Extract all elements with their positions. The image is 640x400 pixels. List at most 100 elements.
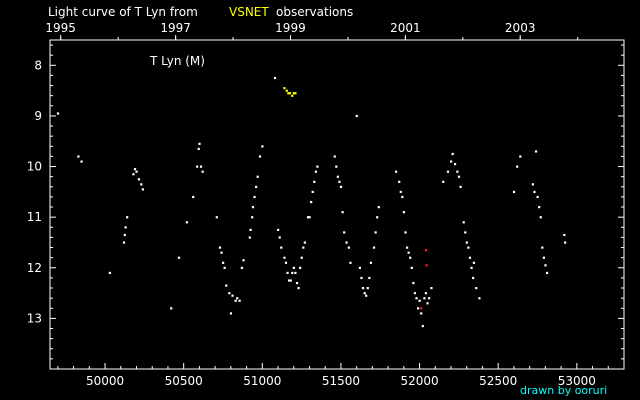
x-tick-label: 51000 — [243, 374, 281, 388]
x-tick-label: 52500 — [479, 374, 517, 388]
data-point — [291, 271, 294, 275]
data-point — [223, 266, 226, 269]
data-point — [470, 266, 473, 269]
data-point — [170, 307, 173, 310]
data-point — [258, 155, 262, 158]
data-point — [280, 246, 283, 249]
data-point — [459, 185, 462, 188]
data-point — [451, 152, 454, 156]
data-point — [412, 281, 415, 285]
data-point — [218, 246, 222, 249]
y-tick-label: 9 — [34, 109, 42, 123]
data-point — [77, 155, 80, 158]
data-point — [410, 266, 413, 269]
data-point — [374, 231, 377, 234]
data-point — [302, 246, 305, 249]
data-point — [409, 256, 412, 259]
data-point — [287, 92, 290, 95]
data-point — [365, 294, 368, 297]
data-point — [462, 221, 465, 224]
y-tick-label: 10 — [27, 160, 42, 174]
x-tick-label: 53000 — [558, 374, 596, 388]
data-point — [450, 160, 453, 163]
data-point — [253, 195, 256, 199]
data-point — [512, 190, 516, 194]
data-point — [240, 266, 244, 269]
data-point — [442, 180, 445, 183]
data-point — [425, 264, 428, 267]
chart-title-suffix: observations — [276, 5, 353, 19]
data-point — [424, 292, 428, 295]
data-point — [424, 249, 428, 252]
data-point — [456, 170, 459, 173]
data-point — [399, 190, 402, 194]
x-tick-label: 51500 — [322, 374, 360, 388]
data-point — [231, 294, 234, 297]
data-point — [256, 175, 259, 178]
data-point — [196, 165, 199, 168]
data-point — [236, 297, 239, 300]
data-point — [361, 287, 365, 290]
data-point — [413, 292, 417, 295]
data-point — [457, 175, 461, 178]
data-point — [369, 261, 373, 264]
data-point — [220, 251, 223, 254]
data-point — [407, 251, 410, 254]
data-point — [300, 256, 303, 259]
data-point — [198, 142, 201, 145]
chart-title-prefix: Light curve of T Lyn from — [48, 5, 198, 19]
data-point — [278, 236, 281, 239]
data-point — [192, 195, 195, 199]
data-point — [228, 292, 231, 295]
data-points — [56, 76, 567, 328]
data-point — [472, 276, 475, 280]
data-point — [292, 92, 295, 95]
data-point — [349, 261, 352, 264]
data-point — [363, 292, 366, 295]
inner-star-label: T Lyn (M) — [149, 54, 205, 68]
data-point — [251, 216, 254, 219]
data-point — [141, 188, 144, 191]
data-point — [308, 216, 311, 219]
data-point — [453, 163, 457, 166]
data-point — [421, 324, 424, 328]
data-point — [358, 266, 362, 269]
data-point — [285, 89, 288, 92]
data-point — [135, 170, 138, 173]
data-point — [538, 206, 541, 209]
data-point — [255, 185, 258, 188]
data-point — [299, 266, 302, 269]
data-point — [248, 236, 251, 239]
data-point — [177, 256, 181, 259]
data-point — [199, 165, 203, 168]
data-point — [229, 312, 233, 315]
data-point — [423, 297, 426, 300]
data-point — [335, 165, 338, 168]
data-point — [544, 264, 547, 267]
data-point — [288, 279, 291, 282]
data-point — [416, 307, 420, 310]
data-point — [418, 299, 421, 302]
data-point — [221, 261, 225, 264]
data-point — [475, 287, 478, 290]
data-point — [132, 173, 135, 176]
data-point — [122, 241, 126, 244]
data-point — [333, 155, 336, 158]
data-point — [472, 261, 476, 264]
data-point — [478, 297, 481, 300]
data-point — [286, 271, 289, 275]
data-point — [468, 256, 472, 259]
data-point — [345, 241, 348, 244]
data-point — [420, 312, 423, 315]
year-tick-label: 1999 — [275, 21, 306, 35]
data-point — [336, 175, 339, 178]
data-point — [376, 216, 379, 219]
data-point — [536, 195, 539, 199]
data-point — [292, 266, 295, 269]
data-point — [238, 299, 241, 302]
data-point — [56, 112, 60, 115]
data-point — [394, 170, 398, 173]
data-point — [430, 287, 433, 290]
